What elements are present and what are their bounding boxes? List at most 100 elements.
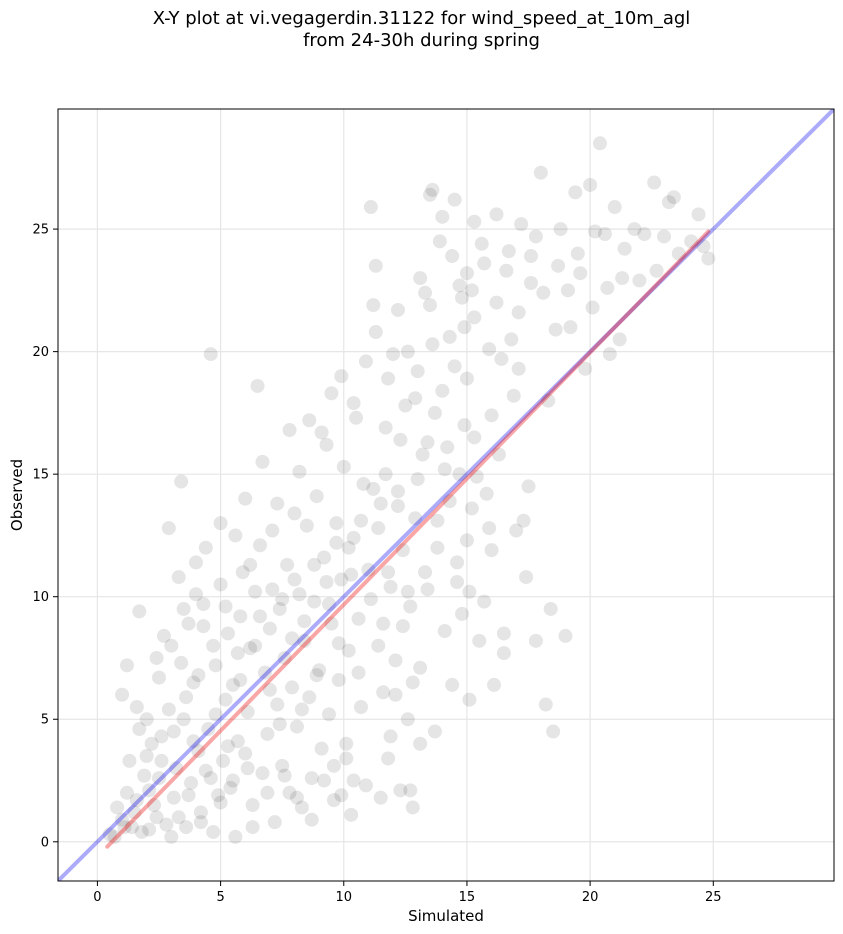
data-point: [331, 636, 346, 651]
data-point: [437, 624, 452, 639]
data-point: [230, 646, 245, 661]
data-point: [238, 491, 253, 506]
chart-title-line-2: from 24-30h during spring: [303, 30, 540, 51]
data-point: [373, 496, 388, 511]
data-point: [408, 391, 423, 406]
data-point: [442, 329, 457, 344]
data-point: [216, 753, 231, 768]
data-point: [341, 643, 356, 658]
data-point: [390, 302, 405, 317]
data-point: [602, 347, 617, 362]
data-point: [612, 332, 627, 347]
data-point: [592, 136, 607, 151]
data-point: [637, 226, 652, 241]
data-point: [110, 800, 125, 815]
data-point: [344, 567, 359, 582]
data-point: [388, 653, 403, 668]
data-point: [289, 719, 304, 734]
data-point: [262, 682, 277, 697]
data-point: [326, 758, 341, 773]
chart-title-line-1: X-Y plot at vi.vegagerdin.31122 for wind…: [152, 8, 691, 29]
data-point: [176, 601, 191, 616]
data-point: [181, 788, 196, 803]
data-point: [442, 494, 457, 509]
data-point: [233, 609, 248, 624]
data-point: [420, 582, 435, 597]
data-point: [597, 226, 612, 241]
data-point: [425, 337, 440, 352]
data-point: [519, 570, 534, 585]
data-point: [378, 467, 393, 482]
data-point: [176, 712, 191, 727]
data-point: [393, 783, 408, 798]
data-point: [257, 665, 272, 680]
data-point: [166, 790, 181, 805]
data-point: [381, 751, 396, 766]
data-point: [511, 361, 526, 376]
data-point: [154, 729, 169, 744]
data-point: [248, 584, 263, 599]
data-point: [302, 690, 317, 705]
data-point: [435, 209, 450, 224]
data-point: [383, 729, 398, 744]
data-point: [302, 413, 317, 428]
data-point: [413, 271, 428, 286]
data-point: [238, 746, 253, 761]
data-point: [262, 621, 277, 636]
data-point: [179, 690, 194, 705]
data-point: [240, 704, 255, 719]
data-point: [218, 692, 233, 707]
data-point: [314, 425, 329, 440]
data-point: [400, 344, 415, 359]
data-point: [211, 788, 226, 803]
x-axis-label: Simulated: [408, 907, 484, 925]
data-point: [548, 322, 563, 337]
data-point: [275, 592, 290, 607]
data-point: [346, 396, 361, 411]
data-point: [422, 298, 437, 313]
data-point: [174, 474, 189, 489]
data-point: [368, 258, 383, 273]
y-tick-label: 25: [32, 223, 49, 238]
data-point: [228, 829, 243, 844]
data-point: [691, 207, 706, 222]
data-point: [213, 516, 228, 531]
data-point: [346, 530, 361, 545]
data-point: [376, 616, 391, 631]
data-point: [445, 249, 460, 264]
data-point: [378, 420, 393, 435]
data-point: [696, 239, 711, 254]
data-point: [119, 785, 134, 800]
x-axis-ticks: 0 5 10 15 20 25: [93, 881, 722, 905]
data-point: [287, 572, 302, 587]
data-point: [647, 175, 662, 190]
data-point: [287, 506, 302, 521]
data-point: [191, 668, 206, 683]
data-point: [358, 354, 373, 369]
reference-lines: [58, 109, 834, 881]
data-point: [684, 234, 699, 249]
data-point: [521, 479, 536, 494]
data-point: [400, 712, 415, 727]
data-point: [390, 499, 405, 514]
data-point: [139, 749, 154, 764]
data-point: [455, 290, 470, 305]
data-point: [541, 393, 556, 408]
data-point: [115, 812, 130, 827]
data-point: [499, 263, 514, 278]
data-point: [142, 822, 157, 837]
data-point: [243, 641, 258, 656]
data-point: [482, 521, 497, 536]
data-point: [267, 815, 282, 830]
data-point: [405, 675, 420, 690]
data-point: [309, 668, 324, 683]
data-point: [413, 736, 428, 751]
data-point: [408, 511, 423, 526]
data-point: [450, 555, 465, 570]
data-point: [230, 734, 245, 749]
data-point: [129, 699, 144, 714]
data-point: [427, 724, 442, 739]
x-tick-label: 0: [93, 890, 101, 905]
data-point: [363, 200, 378, 215]
